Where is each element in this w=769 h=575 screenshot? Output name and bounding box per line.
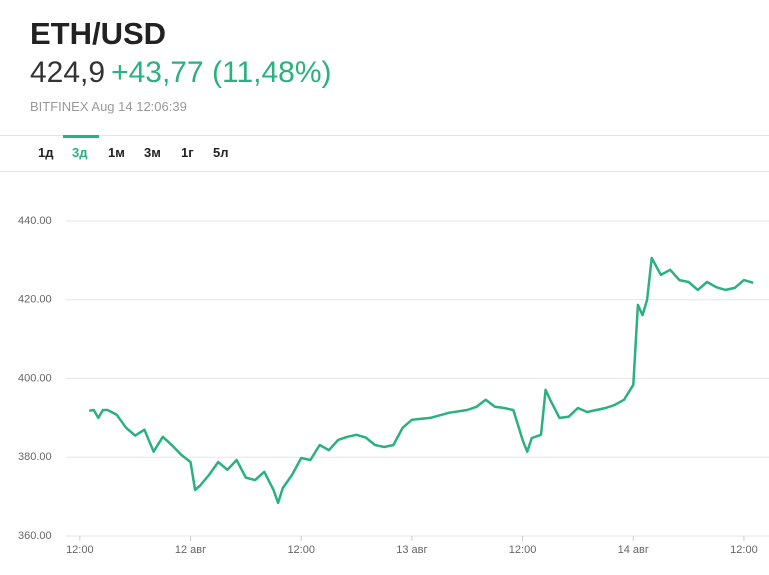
tab-bar: 1д 3д 1м 3м 1г 5л bbox=[0, 135, 769, 172]
range-tab[interactable]: 3д bbox=[72, 145, 88, 160]
range-tab[interactable]: 1г bbox=[181, 145, 194, 160]
range-tab[interactable]: 5л bbox=[213, 145, 229, 160]
price-row: 424,9 +43,77 (11,48%) bbox=[30, 56, 332, 90]
y-tick-label: 380.00 bbox=[18, 451, 52, 463]
source: BITFINEX Aug 14 12:06:39 bbox=[30, 99, 187, 114]
title: ETH/USD bbox=[30, 16, 167, 51]
range-tab[interactable]: 3м bbox=[144, 145, 161, 160]
x-tick-label: 12:00 bbox=[730, 544, 758, 556]
y-tick-label: 420.00 bbox=[18, 294, 52, 306]
active-indicator bbox=[63, 135, 99, 138]
price-line bbox=[88, 256, 754, 505]
price: 424,9 bbox=[30, 56, 106, 89]
x-tick-label: 12:00 bbox=[287, 544, 315, 556]
price-change: +43,77 (11,48%) bbox=[111, 56, 332, 89]
x-tick-label: 12:00 bbox=[509, 544, 537, 556]
x-tick-label: 12:00 bbox=[66, 544, 94, 556]
y-tick-label: 400.00 bbox=[18, 372, 52, 384]
y-tick-label: 440.00 bbox=[18, 215, 52, 227]
x-tick-label: 13 авг bbox=[396, 544, 427, 556]
x-tick-label: 14 авг bbox=[618, 544, 649, 556]
range-tab[interactable]: 1м bbox=[108, 145, 125, 160]
range-tab[interactable]: 1д bbox=[38, 145, 54, 160]
x-tick-label: 12 авг bbox=[175, 544, 206, 556]
y-tick-label: 360.00 bbox=[18, 530, 52, 542]
